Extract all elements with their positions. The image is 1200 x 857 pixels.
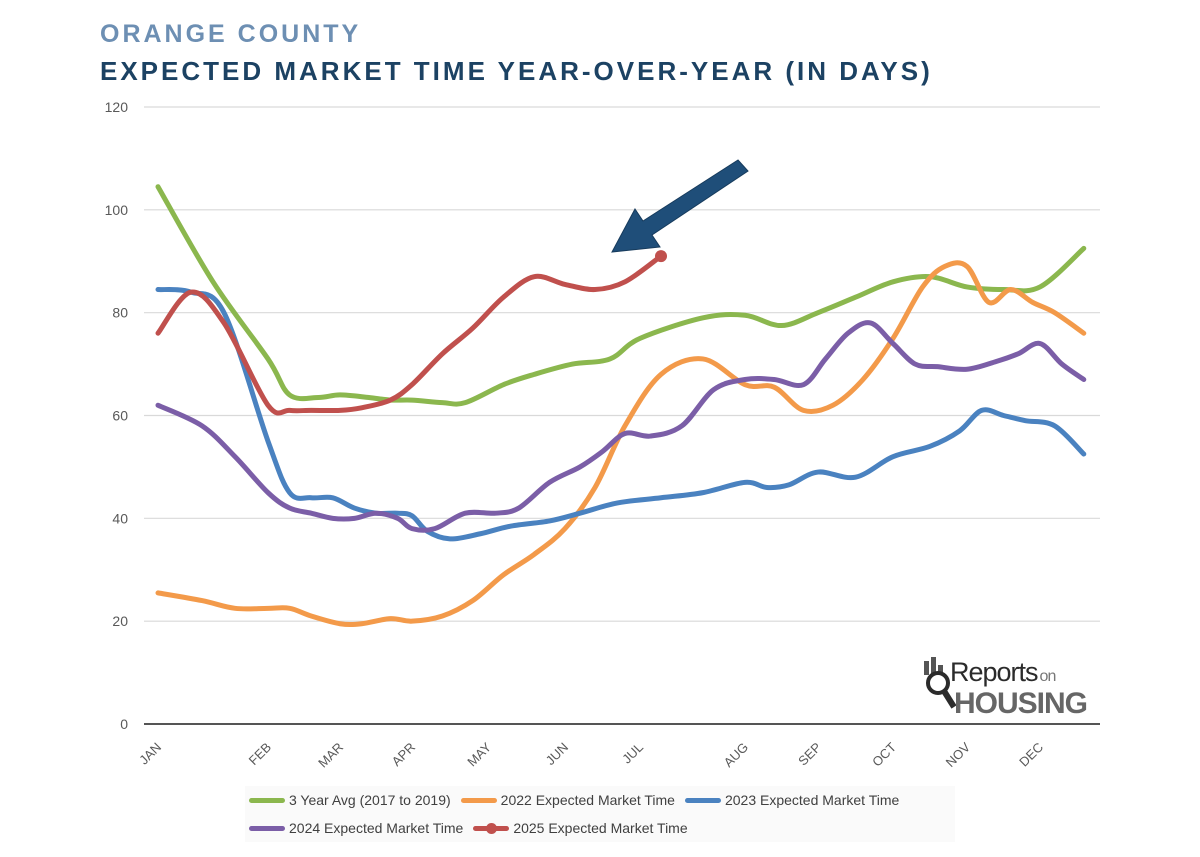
legend-label: 3 Year Avg (2017 to 2019) xyxy=(289,792,451,808)
legend-item: 2024 Expected Market Time xyxy=(249,820,463,836)
y-axis-ticks: 0 20 40 60 80 100 120 xyxy=(105,99,129,732)
legend-row-2: 2024 Expected Market Time 2025 Expected M… xyxy=(249,816,698,840)
y-tick-label: 80 xyxy=(112,305,128,321)
legend-marker-dot xyxy=(486,822,498,834)
y-tick-label: 40 xyxy=(112,510,128,526)
x-tick-label: APR xyxy=(389,740,419,770)
x-tick-label: SEP xyxy=(795,740,824,769)
legend-swatch xyxy=(684,797,721,803)
legend-label: 2023 Expected Market Time xyxy=(724,792,900,808)
x-tick-label: MAY xyxy=(464,739,494,769)
series-end-marker xyxy=(655,250,667,263)
logo-housing-text: HOUSING xyxy=(954,687,1088,720)
gridlines xyxy=(144,106,1100,725)
series-line-3 xyxy=(155,320,1087,533)
magnifier-icon xyxy=(924,657,957,709)
arrow-shape xyxy=(611,159,749,253)
chart-legend: 3 Year Avg (2017 to 2019) 2022 Expected M… xyxy=(245,786,955,842)
logo-reports-text: Reports on xyxy=(950,657,1056,687)
legend-swatch xyxy=(473,822,510,834)
x-tick-label: OCT xyxy=(869,739,899,769)
series-line-2 xyxy=(155,287,1087,542)
series-lines xyxy=(155,184,1087,628)
legend-item: 2022 Expected Market Time xyxy=(460,792,675,808)
x-tick-label: NOV xyxy=(943,739,974,770)
legend-swatch xyxy=(249,825,285,831)
x-tick-label: AUG xyxy=(721,740,752,771)
legend-item: 3 Year Avg (2017 to 2019) xyxy=(249,792,451,808)
legend-label: 2022 Expected Market Time xyxy=(500,792,675,808)
legend-label: 2024 Expected Market Time xyxy=(289,820,464,836)
chart-title: EXPECTED MARKET TIME YEAR-OVER-YEAR (IN … xyxy=(100,56,933,86)
x-tick-label: FEB xyxy=(246,740,274,768)
y-tick-label: 120 xyxy=(105,99,129,115)
x-tick-label: DEC xyxy=(1016,740,1046,770)
arrow-pointer-icon xyxy=(611,159,749,253)
y-tick-label: 60 xyxy=(112,408,128,424)
legend-swatch xyxy=(249,797,285,803)
x-axis-ticks: JAN FEB MAR APR MAY JUN JUL AUG SEP OCT NOV DEC xyxy=(136,739,1046,770)
x-tick-label: JAN xyxy=(136,740,164,768)
series-line-0 xyxy=(155,184,1087,407)
x-tick-label: JUL xyxy=(619,740,646,767)
legend-item: 2025 Expected Market Time xyxy=(473,820,688,836)
x-tick-label: JUN xyxy=(543,740,571,768)
legend-row-1: 3 Year Avg (2017 to 2019) 2022 Expected M… xyxy=(249,788,909,812)
y-tick-label: 0 xyxy=(120,716,128,732)
series-line-1 xyxy=(155,260,1087,628)
legend-item: 2023 Expected Market Time xyxy=(684,792,900,808)
region-title: ORANGE COUNTY xyxy=(100,20,362,48)
series-line-4 xyxy=(155,253,664,416)
y-tick-label: 20 xyxy=(112,613,128,629)
legend-swatch xyxy=(460,797,497,803)
legend-label: 2025 Expected Market Time xyxy=(513,820,688,836)
reports-on-housing-logo: Reports on HOUSING xyxy=(918,655,1108,725)
y-tick-label: 100 xyxy=(105,202,129,218)
x-tick-label: MAR xyxy=(315,740,346,771)
